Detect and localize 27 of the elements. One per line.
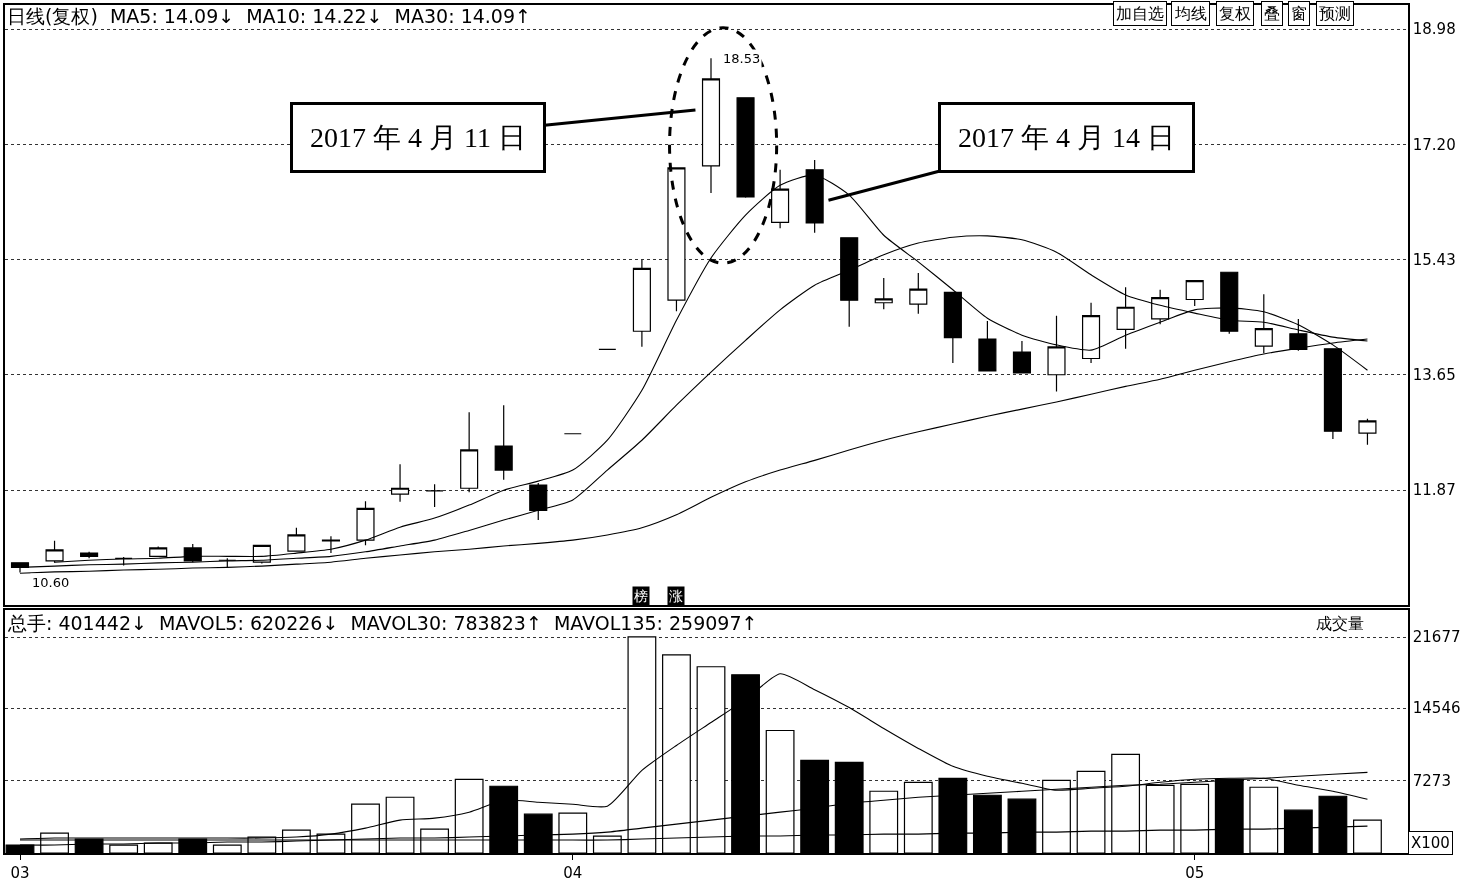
annotation: 均线 [1174, 4, 1207, 23]
y-tick-label: 21677 [1412, 628, 1461, 647]
annotation: 18.53 [723, 51, 761, 66]
y-tick-label: 17.20 [1412, 135, 1456, 154]
annotation: 2017 年 4 月 14 日 [958, 122, 1175, 153]
annotation: 榜 [634, 588, 648, 604]
y-tick-label: 7273 [1412, 771, 1451, 790]
annotation: 成交量 [1316, 614, 1364, 633]
x-tick-label: 05 [1185, 863, 1205, 881]
y-tick-label: 14546 [1412, 699, 1461, 718]
y-tick-label: 15.43 [1412, 250, 1456, 269]
x-tick-label: 03 [10, 863, 30, 881]
y-tick-label: 18.98 [1412, 20, 1456, 39]
annotation: 窗 [1291, 4, 1307, 23]
annotation: 10.60 [32, 575, 70, 590]
annotation: 叠 [1264, 4, 1280, 23]
annotation: 日线(复权) MA5: 14.09↓ MA10: 14.22↓ MA30: 14.09↑ [7, 5, 531, 27]
annotation: 复权 [1219, 4, 1251, 23]
annotation: 预测 [1319, 4, 1351, 23]
annotation: 总手: 401442↓ MAVOL5: 620226↓ MAVOL30: 783823↑ MAVOL135: 259097↑ [7, 612, 758, 634]
x-tick-label: 04 [563, 863, 583, 881]
y-tick-label: 13.65 [1412, 365, 1456, 384]
annotation: 2017 年 4 月 11 日 [310, 122, 526, 153]
y-tick-label: 11.87 [1412, 481, 1456, 500]
text: X100 [1411, 834, 1450, 852]
annotation: 涨 [669, 588, 683, 604]
annotation: 加自选 [1116, 4, 1164, 23]
